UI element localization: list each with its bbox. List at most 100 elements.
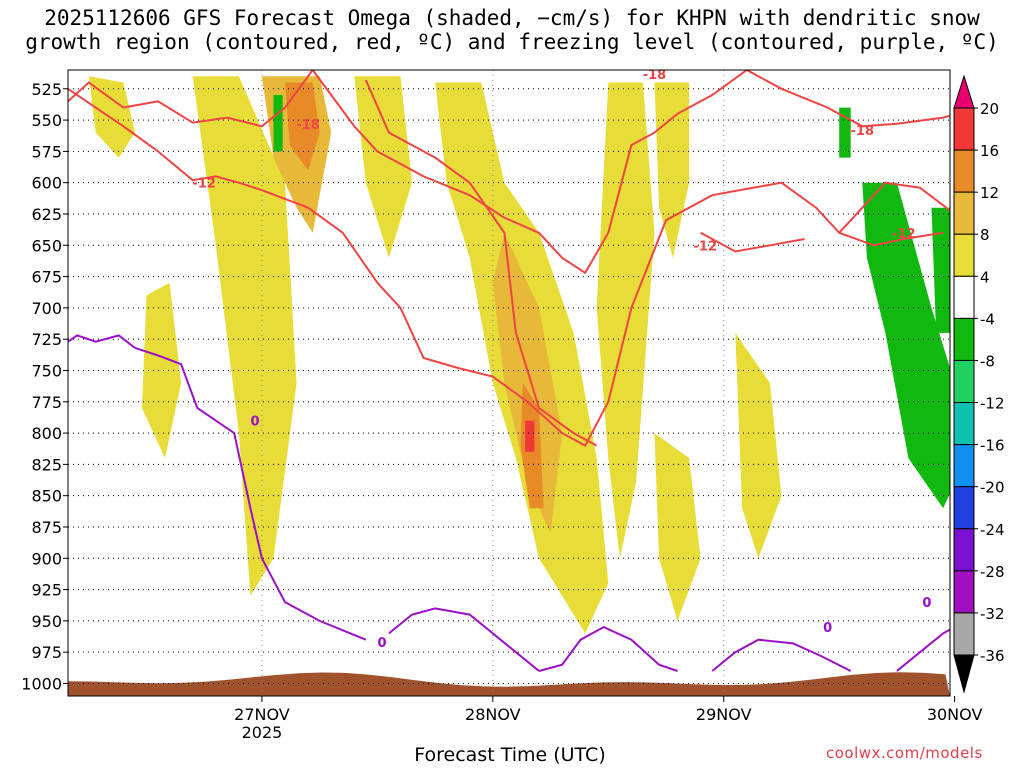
freezing-contour-0 (68, 334, 367, 641)
colorbar-segment (953, 486, 975, 530)
colorbar-label: 4 (980, 268, 990, 286)
colorbar-label: 8 (980, 226, 990, 244)
colorbar-segment (953, 191, 975, 235)
y-tick-label: 900 (31, 549, 62, 568)
plot-frame (67, 69, 951, 697)
dgz-contour-2 (746, 70, 950, 128)
x-year-label: 2025 (242, 723, 283, 742)
colorbar-top-arrow (953, 74, 975, 109)
y-tick-label: 1000 (21, 674, 62, 693)
dgz-contour-label-7: -12 (892, 227, 916, 242)
colorbar-segment (953, 402, 975, 446)
omega-region-14 (735, 332, 782, 559)
site-credit: coolwx.com/models (826, 744, 983, 762)
dgz-contour-1 (311, 70, 748, 275)
y-tick-label: 550 (31, 111, 62, 130)
omega-region-5 (273, 95, 283, 152)
omega-region-17 (931, 207, 950, 333)
y-tick-label: 600 (31, 174, 62, 193)
chart-title: 2025112606 GFS Forecast Omega (shaded, −… (0, 6, 1024, 54)
colorbar-label: 16 (980, 142, 999, 160)
omega-region-2 (192, 76, 297, 596)
colorbar-label: -32 (980, 605, 1005, 623)
y-tick-label: 775 (31, 393, 62, 412)
dgz-contour-label-2: -18 (851, 124, 875, 139)
y-tick-label: 725 (31, 330, 62, 349)
x-tick-label: 27NOV (234, 705, 290, 724)
y-tick-label: 525 (31, 80, 62, 99)
colorbar-segment (953, 107, 975, 151)
omega-region-15 (839, 107, 851, 158)
colorbar-segment (953, 149, 975, 193)
omega-region-0 (88, 76, 135, 158)
colorbar-label: -36 (980, 647, 1005, 665)
freezing-contour-label-4: 0 (922, 596, 931, 611)
y-tick-label: 950 (31, 612, 62, 631)
colorbar-label: 20 (980, 100, 999, 118)
x-tick-label: 29NOV (696, 705, 752, 724)
freezing-contour-3 (711, 638, 852, 672)
omega-region-6 (354, 76, 412, 258)
terrain-surface (68, 672, 950, 696)
chart-title-line-2: growth region (contoured, red, ºC) and f… (25, 30, 999, 54)
y-tick-label: 575 (31, 142, 62, 161)
colorbar-label: -8 (980, 352, 995, 370)
colorbar-segment (953, 359, 975, 404)
y-tick-label: 700 (31, 299, 62, 318)
dgz-contour-7 (838, 231, 944, 247)
y-tick-label: 875 (31, 518, 62, 537)
x-tick-label: 30NOV (927, 705, 983, 724)
colorbar-label: -28 (980, 563, 1005, 581)
colorbar-segment (953, 570, 975, 614)
dgz-contour-4 (68, 87, 950, 447)
chart-title-line-1: 2025112606 GFS Forecast Omega (shaded, −… (44, 6, 980, 30)
omega-region-11 (596, 82, 655, 559)
plot-area: -18-18-18-18-12-12-12-12-12000000 (68, 68, 950, 696)
colorbar-label: -20 (980, 479, 1005, 497)
dgz-contour-0 (68, 70, 314, 128)
freezing-contour-1 (388, 607, 540, 672)
omega-region-16 (862, 182, 950, 509)
omega-region-1 (141, 282, 182, 459)
dgz-contour-label-6: -12 (694, 239, 718, 254)
colorbar-bottom-arrow (953, 654, 975, 694)
y-tick-label: 650 (31, 236, 62, 255)
y-tick-label: 825 (31, 455, 62, 474)
omega-region-8 (492, 232, 563, 534)
dgz-contour-label-0: -18 (643, 68, 667, 83)
colorbar-label: -4 (980, 310, 995, 328)
colorbar-label: -24 (980, 521, 1005, 539)
colorbar-segment (953, 317, 975, 361)
colorbar-label: 12 (980, 184, 999, 202)
colorbar-segment (953, 233, 975, 277)
dgz-contour-5 (364, 79, 598, 447)
colorbar-label: -12 (980, 395, 1005, 413)
y-tick-label: 850 (31, 487, 62, 506)
colorbar-segment (953, 444, 975, 488)
x-axis-title: Forecast Time (UTC) (414, 744, 606, 766)
dgz-contour-label-4: -12 (192, 177, 216, 192)
dgz-contour-label-1: -18 (296, 118, 320, 133)
y-tick-label: 675 (31, 268, 62, 287)
freezing-contour-4 (896, 628, 950, 672)
y-tick-label: 800 (31, 424, 62, 443)
y-tick-label: 925 (31, 581, 62, 600)
dgz-contour-6 (700, 231, 805, 253)
colorbar-segment (953, 275, 975, 319)
colorbar-label: -16 (980, 437, 1005, 455)
omega-region-4 (285, 82, 320, 171)
y-tick-label: 750 (31, 361, 62, 380)
omega-region-10 (525, 420, 535, 452)
omega-region-13 (654, 433, 701, 621)
freezing-contour-label-1: 0 (377, 636, 386, 651)
colorbar-segment (953, 528, 975, 572)
y-tick-label: 975 (31, 643, 62, 662)
colorbar-segment (953, 612, 975, 656)
x-tick-label: 28NOV (465, 705, 521, 724)
y-tick-label: 625 (31, 205, 62, 224)
omega-region-12 (654, 82, 690, 258)
freezing-contour-label-0: 0 (250, 415, 259, 430)
freezing-contour-2 (538, 625, 678, 672)
freezing-contour-label-3: 0 (823, 621, 832, 636)
